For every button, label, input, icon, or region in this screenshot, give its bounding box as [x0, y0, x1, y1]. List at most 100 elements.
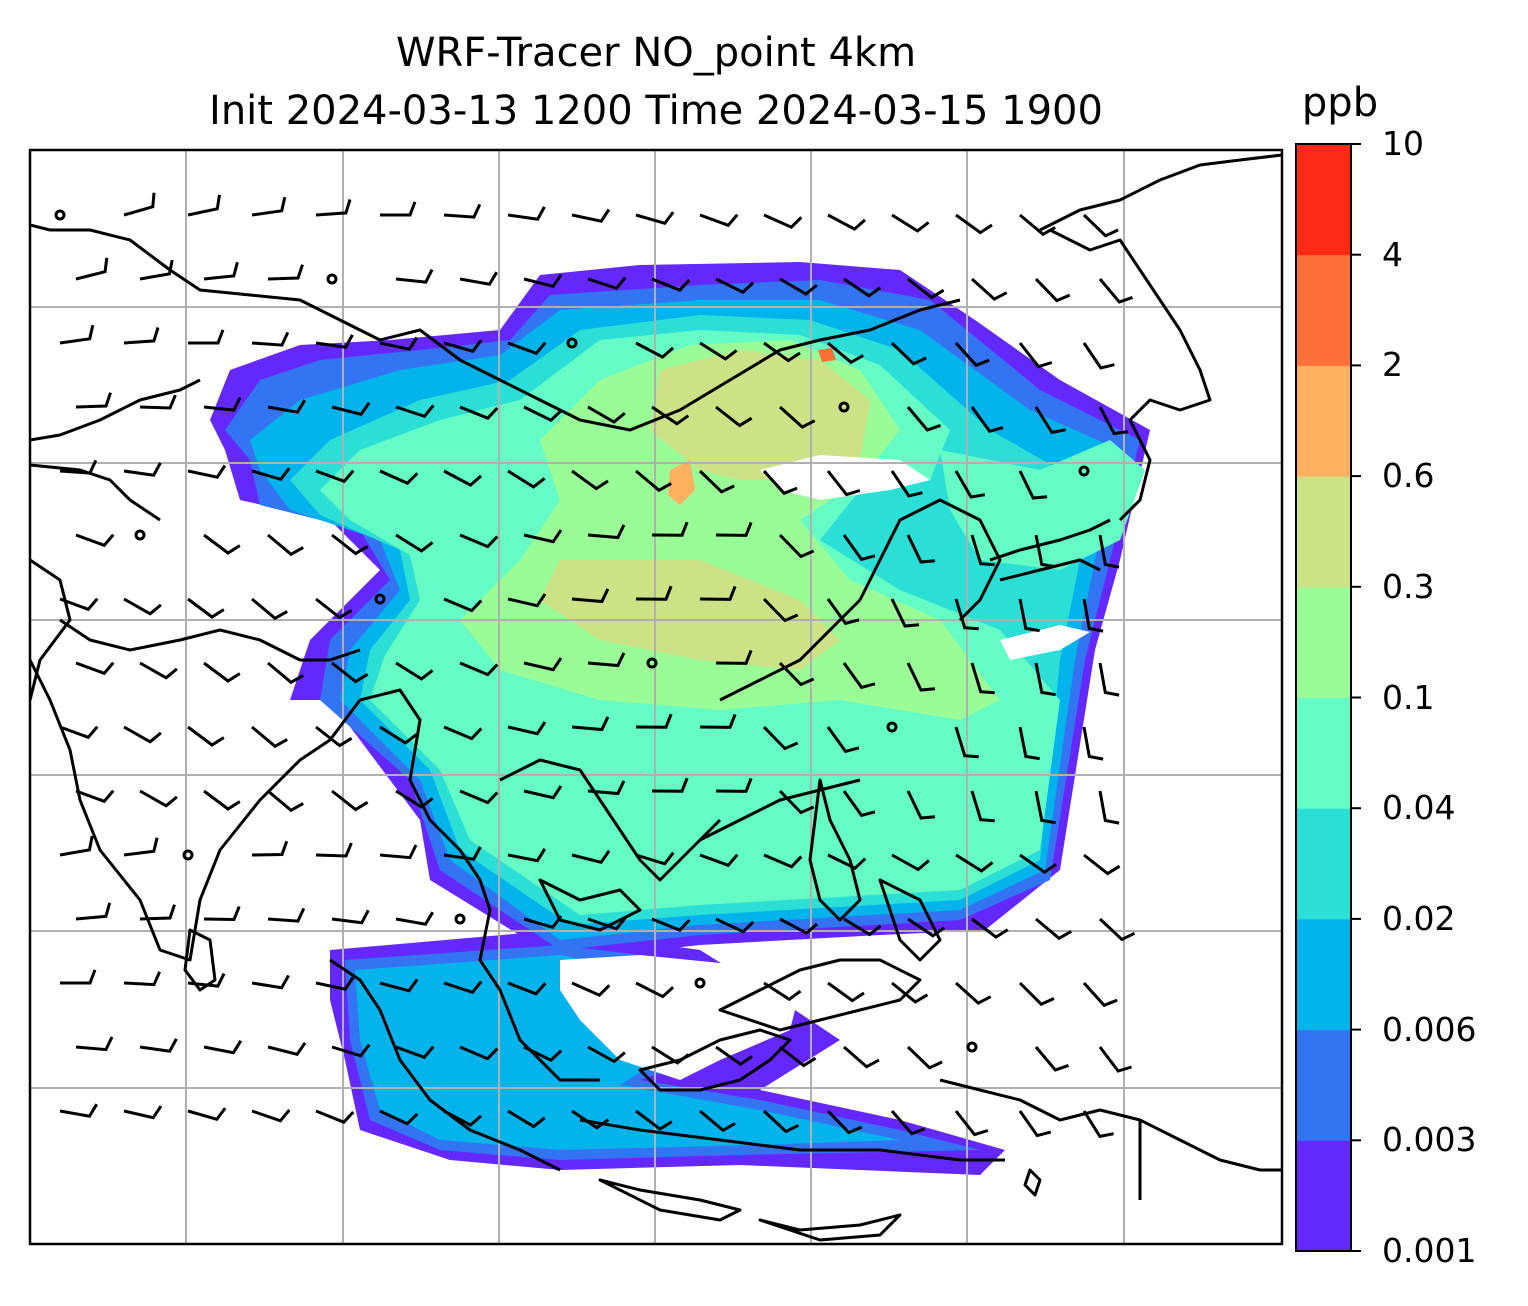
- wind-barb: [315, 469, 355, 484]
- wind-barb: [954, 981, 992, 1005]
- wind-barb: [715, 405, 753, 428]
- wind-barb: [203, 661, 241, 683]
- colorbar-tick-label: 0.1: [1382, 677, 1435, 717]
- wind-barb: [587, 405, 626, 424]
- wind-barb: [954, 470, 986, 499]
- wind-barb: [331, 909, 370, 925]
- wind-barb: [379, 725, 418, 745]
- wind-barb: [59, 459, 98, 475]
- wind-barb: [315, 597, 353, 620]
- wind-barb: [187, 597, 225, 619]
- wind-barb: [380, 201, 417, 217]
- wind-barb: [507, 1109, 546, 1129]
- wind-barb: [762, 597, 799, 623]
- wind-barb: [651, 521, 689, 537]
- wind-barb: [123, 837, 159, 857]
- map-title-line2: Init 2024-03-13 1200 Time 2024-03-15 190…: [209, 88, 1103, 134]
- wind-barb: [523, 405, 563, 423]
- wind-barb: [139, 904, 176, 921]
- wind-barb: [955, 213, 993, 235]
- wind-barb: [699, 853, 739, 868]
- wind-barb: [75, 789, 115, 804]
- wind-barb: [331, 533, 369, 556]
- wind-barb: [379, 844, 418, 860]
- wind-barb: [587, 524, 626, 540]
- wind-barb: [699, 341, 738, 361]
- wind-barb: [123, 192, 156, 217]
- colorbar-segment: [1296, 476, 1351, 588]
- wind-barb: [635, 469, 672, 493]
- wind-barb: [826, 470, 861, 497]
- wind-barb: [203, 905, 241, 922]
- wind-barb: [379, 469, 419, 485]
- wind-barb: [267, 789, 304, 813]
- wind-barb: [315, 842, 353, 858]
- wind-barb: [379, 978, 419, 993]
- wind-barb: [75, 533, 115, 548]
- wind-barb: [507, 469, 546, 489]
- wind-barb: [1098, 406, 1129, 436]
- calm-wind-circle: [646, 657, 658, 669]
- wind-barb: [779, 1045, 817, 1068]
- wind-barb: [571, 981, 611, 997]
- colorbar-unit-label: ppb: [1301, 80, 1379, 126]
- wind-barb: [699, 1109, 736, 1133]
- wind-barbs: [54, 192, 1136, 1139]
- wind-barb: [778, 533, 815, 559]
- wind-barb: [1018, 470, 1048, 500]
- wind-barb: [523, 1045, 563, 1063]
- wind-barb: [507, 341, 547, 356]
- wind-barb: [267, 907, 306, 923]
- wind-barb: [571, 849, 611, 865]
- wind-barb: [331, 1043, 371, 1058]
- calm-wind-circle: [566, 337, 578, 349]
- wind-barb: [251, 840, 289, 857]
- wind-barb: [1034, 1046, 1069, 1072]
- wind-barb: [699, 713, 737, 729]
- wind-barb: [443, 980, 483, 995]
- wind-barb: [907, 917, 946, 938]
- wind-barb: [75, 257, 109, 281]
- calm-wind-circle: [454, 913, 466, 925]
- wind-barb: [203, 533, 241, 555]
- wind-barb: [635, 851, 675, 866]
- wind-barb: [123, 597, 162, 616]
- colorbar-segment: [1296, 697, 1351, 809]
- wind-barb: [459, 405, 499, 420]
- wind-barb: [443, 203, 482, 219]
- wind-barb: [75, 661, 115, 676]
- wind-barb: [267, 399, 306, 414]
- wind-barb: [906, 790, 936, 820]
- wind-barb: [699, 213, 739, 228]
- wind-barb: [651, 277, 691, 292]
- wind-barb: [187, 972, 226, 988]
- wind-barb: [763, 341, 801, 363]
- wind-barb: [139, 661, 178, 680]
- wind-barb: [267, 533, 304, 557]
- wind-barb: [507, 593, 547, 608]
- wind-barb: [123, 462, 162, 477]
- wind-barb: [970, 277, 1008, 301]
- wind-barb: [906, 406, 941, 432]
- wind-barb: [571, 1109, 610, 1130]
- wind-barb: [587, 1045, 626, 1064]
- wind-barb: [587, 276, 627, 291]
- wind-barb: [1098, 790, 1120, 825]
- wind-barb: [842, 790, 876, 818]
- wind-barb: [75, 392, 112, 409]
- wind-barb: [843, 917, 882, 937]
- wind-barb: [59, 597, 99, 612]
- wind-barb: [1083, 853, 1121, 876]
- wind-barb: [123, 327, 160, 345]
- wind-barb: [203, 261, 239, 281]
- wind-barb: [251, 196, 287, 217]
- wind-barb: [698, 469, 735, 494]
- wind-barb: [507, 848, 547, 863]
- wind-barb: [715, 1045, 753, 1067]
- wind-barb: [1034, 277, 1071, 303]
- wind-barb: [651, 777, 689, 793]
- wind-barb: [1019, 213, 1056, 237]
- wind-barb: [331, 401, 371, 417]
- wind-barb: [59, 324, 95, 345]
